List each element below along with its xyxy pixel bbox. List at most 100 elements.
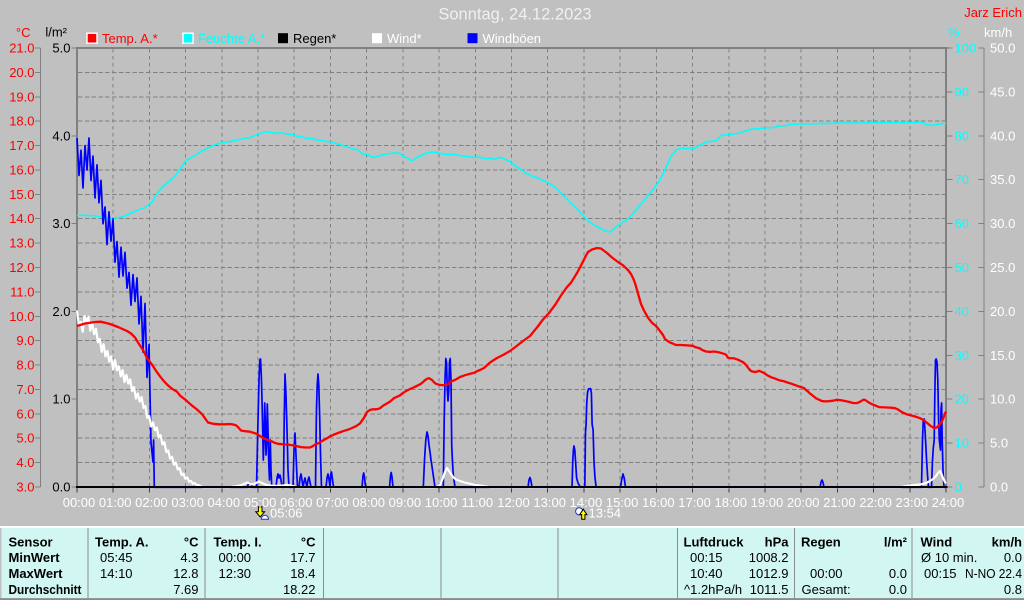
svg-text:5.0: 5.0	[52, 41, 70, 56]
svg-text:4.0: 4.0	[52, 128, 70, 143]
svg-text:18.22: 18.22	[283, 582, 316, 597]
svg-text:22:00: 22:00	[859, 495, 892, 510]
svg-text:Regen*: Regen*	[293, 31, 336, 46]
svg-text:00:15: 00:15	[924, 566, 957, 581]
svg-text:00:15: 00:15	[690, 550, 723, 565]
svg-text:Sensor: Sensor	[9, 535, 53, 550]
svg-text:21.0: 21.0	[9, 41, 34, 56]
svg-text:°C: °C	[16, 25, 31, 40]
svg-text:10:40: 10:40	[690, 566, 723, 581]
svg-text:15.0: 15.0	[990, 348, 1015, 363]
svg-text:17.0: 17.0	[9, 138, 34, 153]
svg-text:12.0: 12.0	[9, 260, 34, 275]
svg-text:7.0: 7.0	[16, 382, 34, 397]
svg-text:5.0: 5.0	[990, 436, 1008, 451]
svg-text:6.0: 6.0	[16, 406, 34, 421]
svg-text:0.0: 0.0	[990, 480, 1008, 495]
svg-text:14.0: 14.0	[9, 211, 34, 226]
svg-text:15.0: 15.0	[9, 187, 34, 202]
svg-text:l/m²: l/m²	[45, 25, 67, 40]
svg-text:Sonntag, 24.12.2023: Sonntag, 24.12.2023	[438, 6, 591, 24]
svg-text:19:00: 19:00	[751, 495, 784, 510]
svg-text:Gesamt:: Gesamt:	[802, 582, 851, 597]
svg-text:9.0: 9.0	[16, 333, 34, 348]
svg-text:Windböen: Windböen	[483, 31, 542, 46]
svg-text:01:00: 01:00	[99, 495, 132, 510]
svg-text:km/h: km/h	[984, 25, 1012, 40]
svg-text:N-NO 22.4: N-NO 22.4	[965, 566, 1022, 581]
svg-text:3.0: 3.0	[52, 216, 70, 231]
svg-text:05:06: 05:06	[270, 506, 303, 521]
svg-text:Temp. I.: Temp. I.	[214, 535, 262, 550]
svg-text:11.0: 11.0	[10, 284, 34, 299]
svg-text:1.0: 1.0	[52, 392, 70, 407]
svg-text:07:00: 07:00	[316, 495, 349, 510]
svg-text:17.7: 17.7	[290, 550, 315, 565]
svg-text:0.0: 0.0	[889, 566, 907, 581]
svg-text:hPa: hPa	[765, 535, 790, 550]
svg-text:50: 50	[955, 260, 969, 275]
svg-text:70: 70	[955, 172, 969, 187]
svg-text:18.4: 18.4	[290, 566, 315, 581]
svg-text:100: 100	[955, 41, 977, 56]
svg-text:00:00: 00:00	[219, 550, 252, 565]
svg-text:10.0: 10.0	[990, 392, 1015, 407]
svg-text:90: 90	[955, 84, 969, 99]
svg-text:12:30: 12:30	[219, 566, 252, 581]
svg-text:21:00: 21:00	[823, 495, 856, 510]
svg-text:23:00: 23:00	[896, 495, 929, 510]
svg-text:Ø 10 min.: Ø 10 min.	[921, 550, 977, 565]
svg-text:Durchschnitt: Durchschnitt	[9, 582, 83, 597]
svg-text:16:00: 16:00	[642, 495, 675, 510]
svg-text:0.0: 0.0	[889, 582, 907, 597]
svg-text:5.0: 5.0	[16, 431, 34, 446]
svg-text:60: 60	[955, 216, 969, 231]
svg-text:13:00: 13:00	[533, 495, 566, 510]
svg-text:10: 10	[955, 436, 969, 451]
svg-text:14:00: 14:00	[570, 495, 603, 510]
svg-text:20.0: 20.0	[990, 304, 1015, 319]
svg-text:24:00: 24:00	[932, 495, 965, 510]
svg-text:0.8: 0.8	[1004, 582, 1022, 597]
svg-text:13.0: 13.0	[9, 236, 34, 251]
svg-text:15:00: 15:00	[606, 495, 639, 510]
svg-text:20.0: 20.0	[9, 65, 34, 80]
svg-text:10:00: 10:00	[425, 495, 458, 510]
svg-text:7.69: 7.69	[173, 582, 198, 597]
svg-text:Wind: Wind	[921, 535, 953, 550]
svg-text:30.0: 30.0	[990, 216, 1015, 231]
svg-text:3.0: 3.0	[16, 480, 34, 495]
svg-text:13:54: 13:54	[589, 506, 622, 521]
svg-text:Regen: Regen	[801, 535, 841, 550]
svg-text:12.8: 12.8	[173, 566, 198, 581]
svg-text:°C: °C	[301, 535, 316, 550]
svg-text:35.0: 35.0	[990, 172, 1015, 187]
svg-text:4.3: 4.3	[180, 550, 198, 565]
svg-text:02:00: 02:00	[135, 495, 168, 510]
svg-text:18:00: 18:00	[714, 495, 747, 510]
svg-text:1008.2: 1008.2	[749, 550, 789, 565]
svg-text:05:45: 05:45	[100, 550, 133, 565]
svg-text:0.0: 0.0	[1004, 550, 1022, 565]
svg-text:°C: °C	[184, 535, 199, 550]
svg-text:10.0: 10.0	[9, 309, 34, 324]
svg-text:Feuchte A.*: Feuchte A.*	[198, 31, 265, 46]
svg-text:04:00: 04:00	[208, 495, 241, 510]
svg-text:Temp. A.*: Temp. A.*	[102, 31, 158, 46]
svg-text:19.0: 19.0	[9, 89, 34, 104]
svg-text:^1.2hPa/h: ^1.2hPa/h	[684, 582, 742, 597]
svg-text:4.0: 4.0	[16, 455, 34, 470]
svg-text:20:00: 20:00	[787, 495, 820, 510]
svg-text:1012.9: 1012.9	[749, 566, 789, 581]
svg-text:11:00: 11:00	[462, 495, 494, 510]
svg-text:05:00: 05:00	[244, 495, 277, 510]
svg-text:09:00: 09:00	[389, 495, 422, 510]
svg-text:%: %	[948, 25, 960, 40]
svg-text:l/m²: l/m²	[884, 535, 908, 550]
svg-text:km/h: km/h	[992, 535, 1022, 550]
svg-text:80: 80	[955, 128, 969, 143]
svg-text:MaxWert: MaxWert	[9, 566, 64, 581]
svg-text:MinWert: MinWert	[9, 550, 61, 565]
svg-text:8.0: 8.0	[16, 358, 34, 373]
svg-text:30: 30	[955, 348, 969, 363]
